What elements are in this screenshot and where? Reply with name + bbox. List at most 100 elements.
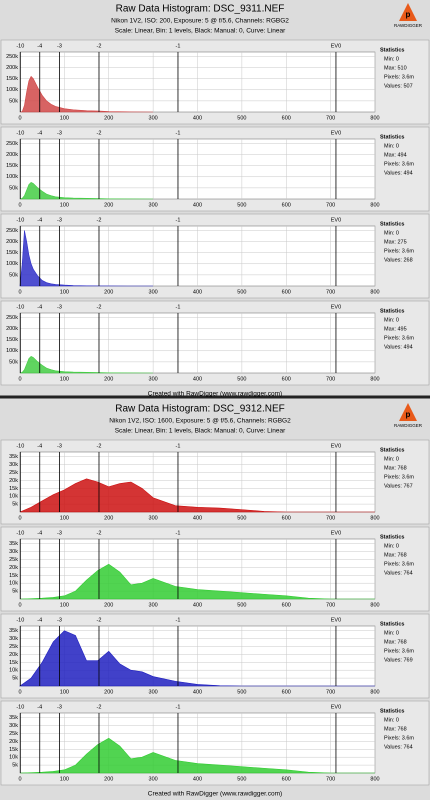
ev-label: -1 — [176, 43, 181, 49]
histogram-area — [19, 630, 375, 687]
y-tick-label: 5k — [12, 589, 18, 595]
x-tick-label: 700 — [326, 289, 335, 295]
ev-label: -1 — [176, 704, 181, 710]
x-tick-label: 800 — [370, 515, 379, 521]
y-tick-label: 20k — [9, 565, 18, 571]
x-tick-label: 500 — [237, 689, 246, 695]
x-tick-label: 0 — [18, 115, 21, 121]
panel-title: Raw Data Histogram: DSC_9311.NEF — [116, 4, 285, 15]
statistics-line: Values: 494 — [384, 344, 413, 350]
x-tick-label: 500 — [237, 602, 246, 608]
statistics-line: Pixels: 3.6m — [384, 648, 414, 654]
y-tick-label: 200k — [6, 326, 18, 332]
logo-text: RAWDIGGER — [394, 23, 423, 28]
y-tick-label: 250k — [6, 141, 18, 147]
x-tick-label: 300 — [149, 776, 158, 782]
y-tick-label: 25k — [9, 644, 18, 650]
y-tick-label: 15k — [9, 747, 18, 753]
x-tick-label: 400 — [193, 115, 202, 121]
y-tick-label: 10k — [9, 581, 18, 587]
x-tick-label: 500 — [237, 776, 246, 782]
y-tick-label: 35k — [9, 541, 18, 547]
statistics-line: Pixels: 3.6m — [384, 248, 414, 254]
histogram-area — [19, 181, 154, 200]
ev-label: -10 — [16, 617, 24, 623]
statistics-line: Values: 764 — [384, 570, 413, 576]
statistics-line: Max: 510 — [384, 65, 407, 71]
x-tick-label: 200 — [104, 289, 113, 295]
x-tick-label: 400 — [193, 376, 202, 382]
ev-label: -4 — [37, 530, 42, 536]
y-tick-label: 200k — [6, 65, 18, 71]
ev-label: -10 — [16, 443, 24, 449]
statistics-line: Max: 768 — [384, 639, 407, 645]
ev-label: EV0 — [331, 530, 341, 536]
x-tick-label: 0 — [18, 689, 21, 695]
y-tick-label: 150k — [6, 163, 18, 169]
x-tick-label: 200 — [104, 376, 113, 382]
y-tick-label: 100k — [6, 174, 18, 180]
x-tick-label: 700 — [326, 602, 335, 608]
logo-letter: p — [406, 410, 411, 419]
y-tick-label: 15k — [9, 573, 18, 579]
statistics-line: Values: 507 — [384, 83, 413, 89]
x-tick-label: 300 — [149, 602, 158, 608]
y-tick-label: 200k — [6, 152, 18, 158]
ev-label: -2 — [97, 130, 102, 136]
ev-label: -1 — [176, 443, 181, 449]
ev-label: -1 — [176, 617, 181, 623]
statistics-line: Max: 275 — [384, 239, 407, 245]
x-tick-label: 700 — [326, 202, 335, 208]
y-tick-label: 10k — [9, 668, 18, 674]
statistics-line: Min: 0 — [384, 143, 399, 149]
panel-subtitle: Nikon 1V2, ISO: 200, Exposure: 5 @ f/5.6… — [111, 18, 289, 25]
x-tick-label: 800 — [370, 202, 379, 208]
statistics-line: Values: 268 — [384, 257, 413, 263]
statistics-line: Values: 764 — [384, 744, 413, 750]
statistics-line: Max: 768 — [384, 552, 407, 558]
x-tick-label: 600 — [282, 776, 291, 782]
statistics-line: Pixels: 3.6m — [384, 74, 414, 80]
histogram-area — [19, 75, 154, 113]
statistics-line: Statistics — [380, 221, 404, 227]
x-tick-label: 200 — [104, 115, 113, 121]
ev-label: EV0 — [331, 704, 341, 710]
logo-icon — [399, 403, 417, 421]
x-tick-label: 600 — [282, 202, 291, 208]
y-tick-label: 10k — [9, 755, 18, 761]
statistics-line: Statistics — [380, 708, 404, 714]
ev-label: -3 — [57, 304, 62, 310]
x-tick-label: 500 — [237, 515, 246, 521]
statistics-line: Statistics — [380, 134, 404, 140]
y-tick-label: 50k — [9, 98, 18, 104]
ev-label: -1 — [176, 530, 181, 536]
x-tick-label: 300 — [149, 376, 158, 382]
statistics-line: Min: 0 — [384, 717, 399, 723]
y-tick-label: 30k — [9, 636, 18, 642]
statistics-line: Max: 494 — [384, 152, 407, 158]
x-tick-label: 600 — [282, 289, 291, 295]
ev-label: EV0 — [331, 304, 341, 310]
x-tick-label: 600 — [282, 689, 291, 695]
ev-label: -2 — [97, 217, 102, 223]
x-tick-label: 800 — [370, 115, 379, 121]
statistics-line: Pixels: 3.6m — [384, 474, 414, 480]
x-tick-label: 700 — [326, 689, 335, 695]
statistics-line: Statistics — [380, 447, 404, 453]
ev-label: -3 — [57, 704, 62, 710]
statistics-line: Min: 0 — [384, 317, 399, 323]
x-tick-label: 200 — [104, 689, 113, 695]
y-tick-label: 50k — [9, 272, 18, 278]
statistics-line: Statistics — [380, 308, 404, 314]
statistics-line: Max: 768 — [384, 465, 407, 471]
statistics-line: Min: 0 — [384, 56, 399, 62]
x-tick-label: 700 — [326, 515, 335, 521]
ev-label: -2 — [97, 43, 102, 49]
y-tick-label: 15k — [9, 486, 18, 492]
ev-label: -10 — [16, 530, 24, 536]
y-tick-label: 20k — [9, 739, 18, 745]
y-tick-label: 25k — [9, 557, 18, 563]
x-tick-label: 100 — [60, 202, 69, 208]
ev-label: -2 — [97, 530, 102, 536]
ev-label: -1 — [176, 130, 181, 136]
